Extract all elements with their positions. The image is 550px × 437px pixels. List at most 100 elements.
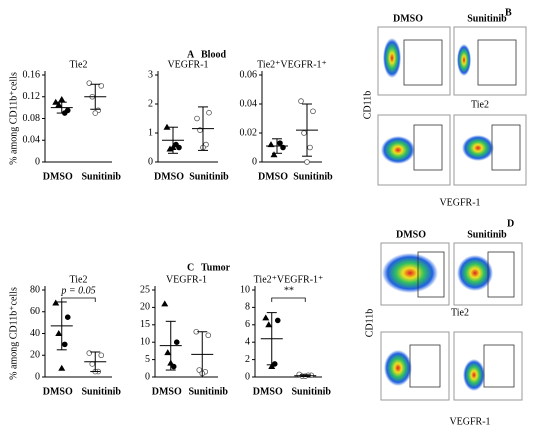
y-tick-label: 10	[140, 336, 150, 347]
y-tick-label: 0.02	[240, 127, 258, 138]
panel-letter: D	[507, 218, 514, 229]
y-tick-label: 8	[245, 302, 250, 313]
point	[173, 141, 179, 148]
section-label: Tumor	[201, 262, 231, 273]
y-tick-label: 40	[30, 328, 40, 339]
point	[301, 130, 307, 136]
x-tick-label: Sunitinib	[189, 171, 229, 182]
plot-frame	[377, 26, 451, 96]
point	[98, 352, 105, 359]
gate	[483, 344, 515, 388]
column-label: DMSO	[396, 229, 426, 240]
annotation: p = 0.05	[60, 285, 95, 296]
gate	[487, 251, 515, 298]
point	[161, 300, 169, 307]
point	[268, 363, 276, 370]
x-tick-label: DMSO	[258, 171, 288, 182]
x-tick-label: DMSO	[152, 386, 182, 397]
density	[381, 136, 415, 164]
y-tick-label: 25	[140, 284, 150, 295]
point	[55, 101, 63, 108]
plot-frame	[453, 26, 527, 96]
y-tick-label: 6	[245, 319, 250, 330]
point	[307, 144, 313, 151]
y-tick-label: 0.12	[23, 91, 41, 102]
point	[52, 299, 60, 306]
gate	[403, 39, 443, 86]
y-tick-label: 5	[145, 354, 150, 365]
y-tick-label: 1	[148, 127, 153, 138]
y-tick-label: 15	[140, 319, 150, 330]
point	[52, 98, 60, 105]
y-tick-label: 80	[30, 284, 40, 295]
y-tick-label: 2	[148, 98, 153, 109]
point	[61, 341, 68, 348]
section-label: Blood	[201, 49, 226, 60]
x-tick-label: Sunitinib	[293, 171, 333, 182]
significance-bracket	[271, 297, 306, 302]
y-tick-label: 0.16	[23, 69, 41, 80]
y-tick-label: 0	[35, 371, 40, 382]
axis-label: Tie2	[451, 307, 469, 318]
x-tick-label: Sunitinib	[82, 386, 122, 397]
y-tick-label: 0	[245, 371, 250, 382]
gate	[417, 251, 445, 298]
section-letter: A	[187, 49, 195, 60]
point	[205, 332, 212, 339]
point	[86, 350, 93, 356]
point	[277, 140, 283, 146]
point	[163, 123, 171, 130]
plot-frame	[380, 331, 450, 401]
point	[86, 80, 93, 86]
y-tick-label: 60	[30, 306, 40, 317]
density	[382, 253, 438, 293]
y-axis-label: % among CD11b⁺cells	[8, 287, 19, 380]
x-tick-label: DMSO	[43, 171, 73, 182]
y-tick-label: 0.04	[23, 135, 41, 146]
axis-label: CD11b	[364, 309, 375, 338]
y-tick-label: 2	[245, 354, 250, 365]
section-letter: C	[187, 262, 194, 273]
point	[206, 109, 212, 116]
column-label: Sunitinib	[467, 229, 507, 240]
density	[463, 359, 485, 391]
gate	[409, 344, 441, 388]
point	[64, 314, 71, 320]
chart-title: VEGFR-1	[167, 59, 208, 70]
point	[270, 151, 278, 158]
plot-frame	[453, 242, 523, 306]
point	[310, 108, 316, 115]
y-tick-label: 0.04	[240, 98, 258, 109]
density	[384, 350, 412, 386]
point	[298, 98, 304, 104]
y-tick-label: 20	[140, 302, 150, 313]
plot-frame	[453, 331, 523, 401]
y-tick-label: 3	[148, 69, 153, 80]
chart-title: Tie2	[70, 59, 88, 70]
point	[265, 321, 273, 328]
flow-panel-b: B DMSO Sunitinib CD11b Tie2 VEGFR-1	[362, 7, 527, 208]
y-tick-label: 0.06	[240, 69, 258, 80]
plot-frame	[453, 114, 527, 186]
point	[164, 349, 172, 356]
axis-label: CD11b	[362, 91, 373, 120]
annotation: **	[284, 285, 294, 296]
density	[457, 255, 493, 291]
y-axis-label: % among CD11b⁺cells	[8, 72, 19, 165]
column-label: DMSO	[393, 13, 423, 24]
gate	[491, 124, 521, 171]
x-tick-label: Sunitinib	[292, 386, 332, 397]
x-tick-label: Sunitinib	[82, 171, 122, 182]
point	[173, 339, 180, 346]
column-label: Sunitinib	[467, 13, 507, 24]
density	[457, 44, 471, 76]
y-tick-label: 0	[252, 156, 257, 167]
y-tick-label: 0	[148, 156, 153, 167]
point	[55, 330, 63, 336]
y-tick-label: 0	[145, 371, 150, 382]
chart-title: VEGFR-1	[166, 274, 207, 285]
x-tick-label: DMSO	[43, 386, 73, 397]
point	[58, 364, 66, 371]
chart-title: Tie2	[70, 274, 88, 285]
